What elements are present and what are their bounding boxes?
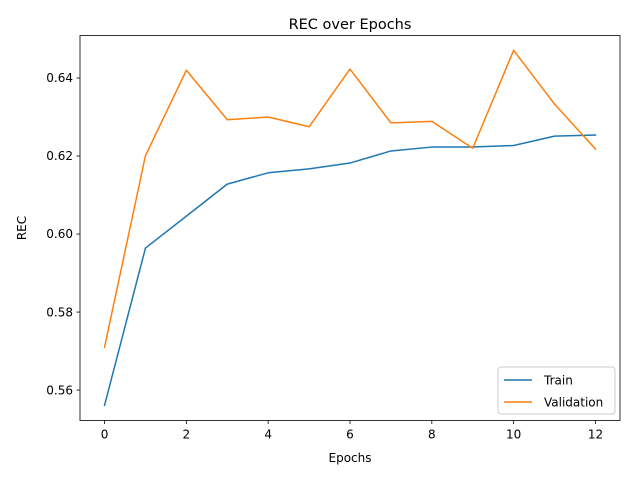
series-line-validation: [103, 49, 597, 349]
plot-lines: [103, 49, 597, 407]
x-tick-label: 12: [588, 428, 603, 442]
y-tick-label: 0.62: [46, 149, 73, 163]
y-axis-ticks: 0.56 0.58 0.60 0.62 0.64: [46, 71, 80, 397]
x-tick-label: 0: [101, 428, 109, 442]
x-tick-label: 10: [506, 428, 521, 442]
chart-title: REC over Epochs: [289, 17, 412, 33]
legend-label-validation: Validation: [544, 395, 603, 409]
y-tick-label: 0.60: [46, 227, 73, 241]
x-tick-label: 8: [428, 428, 436, 442]
legend-label-train: Train: [543, 373, 573, 387]
x-axis-label: Epochs: [329, 451, 372, 465]
series-line-train: [103, 134, 597, 407]
y-tick-label: 0.56: [46, 383, 73, 397]
x-axis-ticks: 0 2 4 6 8 10 12: [101, 420, 603, 442]
y-tick-label: 0.64: [46, 71, 73, 85]
x-tick-label: 6: [346, 428, 354, 442]
legend: Train Validation: [497, 366, 616, 415]
y-axis-label: REC: [15, 216, 29, 240]
y-tick-label: 0.58: [46, 305, 73, 319]
x-tick-label: 4: [264, 428, 272, 442]
x-tick-label: 2: [183, 428, 191, 442]
